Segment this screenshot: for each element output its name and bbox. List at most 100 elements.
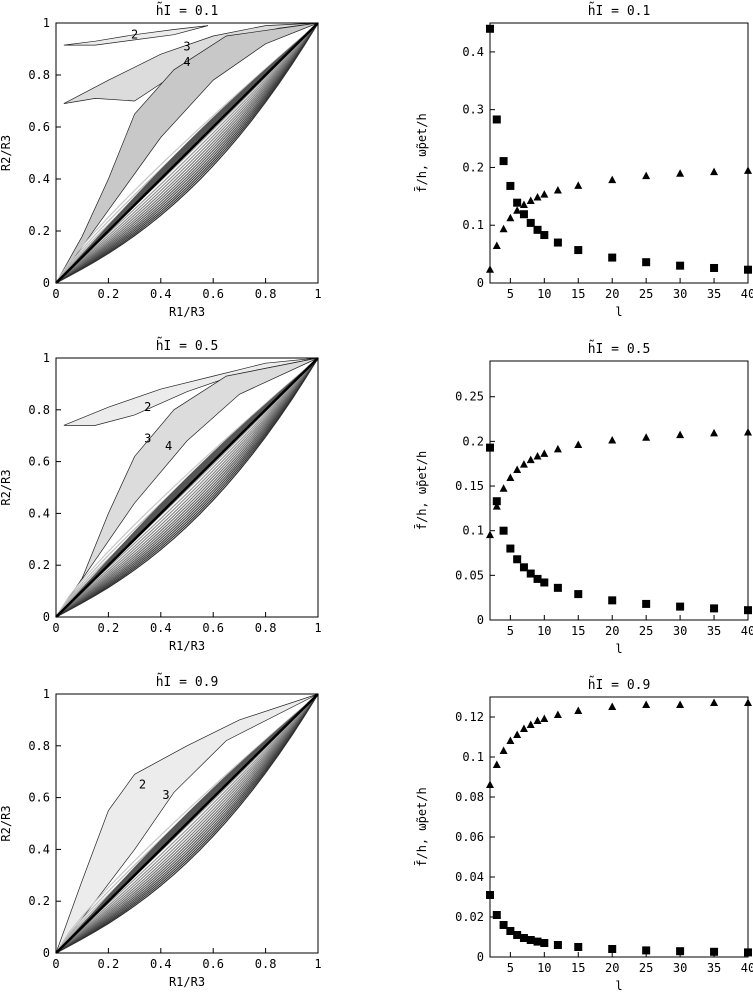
x-axis-label: l — [615, 305, 622, 319]
data-point-square — [540, 578, 549, 587]
data-point-square — [540, 231, 549, 240]
x-axis-label: l — [615, 979, 622, 993]
x-tick-label: 1 — [314, 287, 321, 301]
x-tick-label: 0.6 — [202, 621, 224, 635]
boundary-curve — [55, 22, 319, 284]
boundary-curve — [55, 693, 319, 954]
y-tick-label: 0.04 — [455, 870, 484, 884]
boundary-curve — [55, 693, 319, 954]
data-point-triangle — [710, 428, 719, 437]
y-tick-label: 0.8 — [28, 739, 50, 753]
data-point-square — [553, 583, 562, 592]
data-point-triangle — [533, 716, 542, 724]
data-point-square — [526, 218, 535, 227]
y-tick-label: 0.8 — [28, 403, 50, 417]
curve-label: 4 — [165, 439, 172, 453]
boundary-curve — [55, 357, 319, 618]
y-tick-label: 0.15 — [455, 479, 484, 493]
boundary-curve — [55, 693, 319, 954]
data-point-triangle — [710, 167, 719, 176]
data-point-triangle — [540, 190, 549, 198]
chart-title: h̃I = 0.5 — [156, 337, 219, 354]
plot-frame — [55, 693, 319, 954]
x-tick-label: 30 — [673, 287, 687, 301]
y-tick-label: 0.2 — [28, 894, 50, 908]
x-tick-label: 0.2 — [98, 621, 120, 635]
chart-panel-4: h̃I = 0.5 5 10 15 20 25 30 35 40 0 0.05 0.1 0.15 0.2 0… — [414, 340, 753, 656]
chart-title: h̃I = 0.1 — [156, 2, 219, 19]
y-tick-label: 0.2 — [462, 160, 484, 174]
y-tick-label: 0.1 — [462, 750, 484, 764]
data-point-triangle — [513, 465, 522, 473]
region-3 — [55, 357, 319, 618]
data-point-triangle — [608, 175, 617, 184]
data-point-square — [608, 945, 617, 953]
x-tick-label: 0.4 — [150, 287, 172, 301]
data-point-square — [526, 569, 535, 578]
y-axis-label: f̄/h, ω̃pet/h — [414, 113, 429, 192]
data-point-square — [513, 931, 522, 939]
diagonal-line — [55, 693, 319, 954]
boundary-curve — [55, 693, 319, 954]
x-tick-label: 20 — [605, 624, 619, 638]
x-tick-label: 35 — [707, 961, 721, 975]
diagonal-line — [55, 22, 319, 284]
data-point-square — [519, 934, 528, 942]
data-point-square — [676, 602, 685, 611]
x-tick-label: 20 — [605, 961, 619, 975]
boundary-curve — [55, 693, 319, 954]
data-point-square — [574, 246, 583, 255]
data-point-triangle — [676, 700, 685, 708]
boundary-curve — [55, 357, 319, 618]
boundary-curve — [55, 22, 319, 284]
boundary-curve — [55, 22, 319, 284]
curve-label: 2 — [131, 28, 138, 42]
data-point-triangle — [540, 449, 549, 457]
data-point-triangle — [526, 720, 535, 728]
chart-title: h̃I = 0.9 — [588, 676, 651, 693]
boundary-curve — [55, 357, 319, 618]
data-point-square — [506, 544, 515, 553]
boundary-curve — [55, 22, 319, 284]
region-2 — [63, 25, 209, 46]
x-tick-label: 40 — [741, 961, 753, 975]
boundary-curve — [55, 22, 319, 284]
curve-label: 4 — [183, 55, 190, 69]
data-point-square — [676, 261, 685, 270]
data-point-square — [492, 497, 501, 506]
x-tick-label: 35 — [707, 624, 721, 638]
data-point-triangle — [499, 746, 508, 754]
boundary-curve — [55, 693, 319, 954]
y-tick-label: 1 — [43, 687, 50, 701]
data-point-triangle — [553, 710, 562, 718]
data-point-triangle — [533, 192, 542, 201]
x-tick-label: 10 — [537, 624, 551, 638]
boundary-curve — [55, 22, 319, 284]
x-tick-label: 0.4 — [150, 621, 172, 635]
boundary-curve — [55, 357, 319, 618]
data-point-triangle — [642, 700, 651, 708]
curve-label: 3 — [144, 431, 151, 445]
data-point-square — [710, 263, 719, 272]
y-tick-label: 0 — [477, 950, 484, 964]
boundary-curve — [55, 357, 319, 618]
y-tick-label: 0.06 — [455, 830, 484, 844]
data-point-triangle — [676, 169, 685, 177]
boundary-curve — [55, 357, 319, 618]
data-point-square — [642, 946, 651, 955]
y-tick-label: 1 — [43, 351, 50, 365]
x-tick-label: 40 — [741, 624, 753, 638]
data-point-triangle — [519, 460, 528, 468]
data-point-triangle — [553, 444, 562, 453]
data-point-triangle — [553, 186, 562, 194]
y-tick-label: 0.25 — [455, 390, 484, 404]
boundary-curve — [55, 693, 319, 954]
boundary-curve — [55, 693, 319, 954]
data-point-square — [608, 596, 617, 605]
x-tick-label: 0 — [52, 621, 59, 635]
data-point-triangle — [608, 435, 617, 444]
y-tick-label: 0.8 — [28, 68, 50, 82]
boundary-curve — [55, 22, 319, 284]
x-tick-label: 0 — [52, 957, 59, 971]
y-tick-label: 0 — [43, 276, 50, 290]
